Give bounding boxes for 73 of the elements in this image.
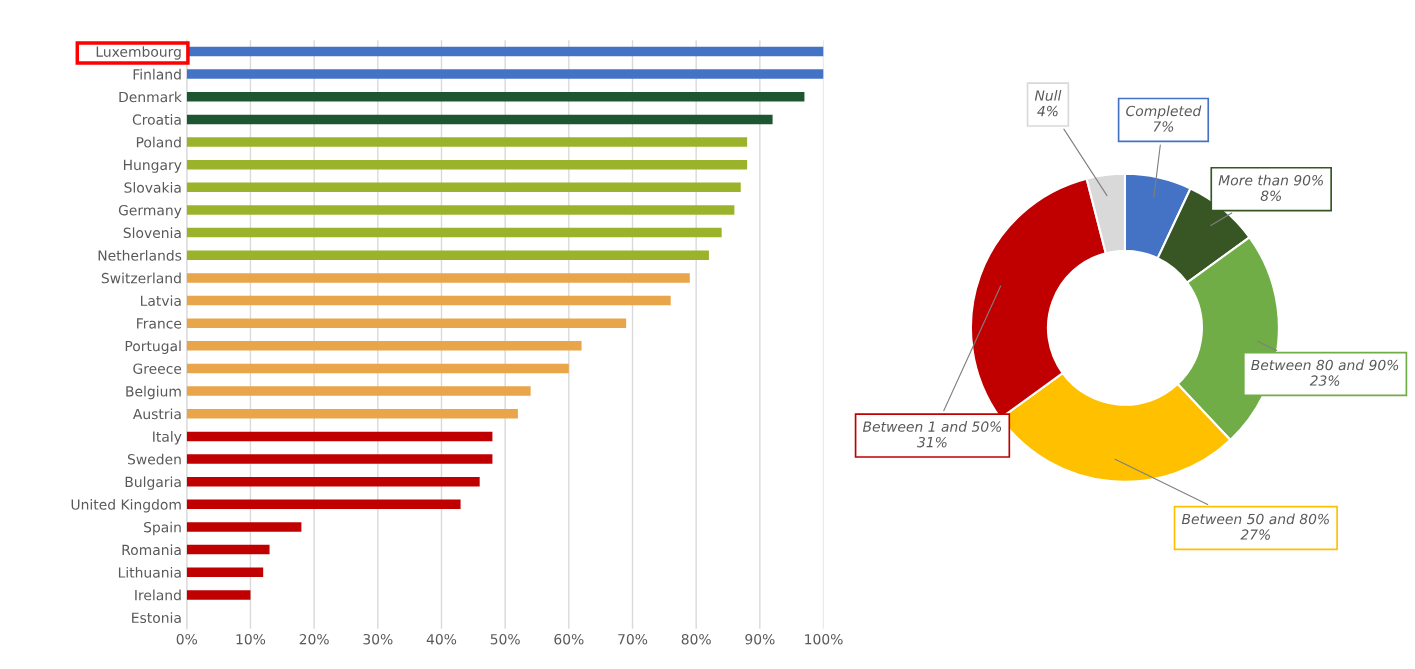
y-tick-label: Slovenia <box>123 227 181 239</box>
bar <box>186 590 251 600</box>
y-tick-label: Spain <box>144 521 181 536</box>
bar <box>186 386 531 396</box>
x-tick-label: 100% <box>805 633 843 645</box>
y-tick-label: Romania <box>122 544 181 556</box>
slice-label: Between 80 and 90% <box>1251 359 1399 371</box>
bar <box>186 114 773 125</box>
bar <box>186 544 270 555</box>
x-tick-label: 50% <box>490 633 520 645</box>
data-label: 27% <box>1240 529 1270 540</box>
y-tick-label: Italy <box>153 431 182 445</box>
data-label: 8% <box>1260 190 1281 202</box>
bar <box>186 250 709 260</box>
data-label: 31% <box>917 436 947 448</box>
bar <box>186 205 735 215</box>
slice-label: Completed <box>1126 105 1202 119</box>
slice-label: Between 50 and 80% <box>1181 513 1329 525</box>
bar <box>186 431 493 442</box>
bar <box>186 454 493 464</box>
x-tick-label: 90% <box>745 633 775 645</box>
bar <box>186 295 671 306</box>
data-label: 4% <box>1037 105 1058 117</box>
y-tick-label: Luxembourg <box>96 46 181 60</box>
y-tick-label: France <box>137 318 182 329</box>
x-tick-label: 30% <box>363 633 393 645</box>
bar <box>186 567 264 578</box>
data-label: 23% <box>1309 375 1340 386</box>
y-tick-label: Poland <box>136 136 181 148</box>
x-tick-label: 10% <box>236 633 266 645</box>
bar <box>186 476 480 487</box>
bar <box>186 522 302 532</box>
x-tick-label: 40% <box>426 633 457 645</box>
y-tick-label: Sweden <box>127 453 181 465</box>
y-tick-label: Bulgaria <box>125 476 181 490</box>
bar <box>186 227 722 238</box>
bar <box>186 159 748 170</box>
y-tick-label: Hungary <box>123 159 182 173</box>
bar <box>186 318 627 328</box>
y-tick-label: United Kingdom <box>71 499 181 513</box>
bar <box>186 182 741 193</box>
y-tick-label: Switzerland <box>101 272 181 284</box>
y-tick-label: Slovakia <box>124 182 181 193</box>
bar <box>186 341 582 351</box>
bar <box>186 91 805 102</box>
x-tick-label: 60% <box>554 633 584 645</box>
x-tick-label: 0% <box>176 633 198 645</box>
slice-label: More than 90% <box>1218 174 1323 186</box>
bar <box>186 363 569 374</box>
x-tick-label: 80% <box>681 633 711 645</box>
y-tick-label: Netherlands <box>98 249 182 261</box>
y-tick-label: Latvia <box>141 295 181 307</box>
y-tick-label: Belgium <box>126 385 181 400</box>
y-tick-label: Denmark <box>119 91 182 103</box>
data-label: 7% <box>1153 121 1174 132</box>
bar <box>186 273 690 283</box>
y-tick-label: Germany <box>118 204 182 219</box>
y-tick-label: Croatia <box>132 114 181 125</box>
y-tick-label: Greece <box>133 363 182 374</box>
y-tick-label: Finland <box>133 68 181 80</box>
bar <box>186 409 518 419</box>
y-tick-label: Ireland <box>135 589 181 601</box>
y-tick-label: Lithuania <box>118 566 181 578</box>
x-tick-label: 20% <box>299 633 329 645</box>
slice-label: Between 1 and 50% <box>862 421 1002 432</box>
x-tick-label: 70% <box>618 633 648 645</box>
y-tick-label: Austria <box>132 408 181 420</box>
y-tick-label: Estonia <box>132 612 181 624</box>
bar <box>186 499 461 510</box>
bar <box>186 137 748 147</box>
slice-label: Null <box>1034 90 1062 101</box>
y-tick-label: Portugal <box>125 340 181 354</box>
bar <box>186 69 824 79</box>
